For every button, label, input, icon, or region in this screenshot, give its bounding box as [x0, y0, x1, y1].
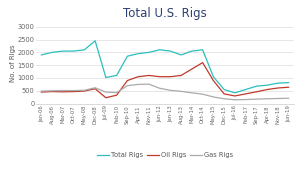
Oil Rigs	[158, 76, 161, 78]
Gas Rigs	[93, 87, 97, 89]
Oil Rigs	[276, 87, 280, 89]
Oil Rigs	[265, 88, 269, 91]
Gas Rigs	[287, 97, 290, 99]
Oil Rigs	[104, 97, 108, 99]
Oil Rigs	[212, 80, 215, 82]
Oil Rigs	[93, 88, 97, 90]
Line: Oil Rigs: Oil Rigs	[41, 63, 289, 98]
Oil Rigs	[255, 91, 258, 93]
Total Rigs	[61, 50, 65, 52]
Line: Total Rigs: Total Rigs	[41, 41, 289, 93]
Gas Rigs	[276, 97, 280, 100]
Oil Rigs	[201, 62, 204, 64]
Gas Rigs	[50, 90, 54, 92]
Oil Rigs	[72, 91, 75, 93]
Gas Rigs	[61, 89, 65, 92]
Oil Rigs	[82, 90, 86, 92]
Gas Rigs	[158, 87, 161, 89]
Total Rigs	[158, 49, 161, 51]
Gas Rigs	[72, 89, 75, 92]
Oil Rigs	[115, 94, 119, 96]
Total Rigs	[40, 54, 43, 56]
Total Rigs	[276, 82, 280, 84]
Gas Rigs	[265, 98, 269, 100]
Gas Rigs	[222, 98, 226, 100]
Oil Rigs	[179, 74, 183, 76]
Total Rigs	[115, 74, 119, 76]
Total Rigs	[190, 50, 194, 52]
Total Rigs	[255, 85, 258, 87]
Oil Rigs	[233, 95, 237, 97]
Total Rigs	[179, 54, 183, 56]
Legend: Total Rigs, Oil Rigs, Gas Rigs: Total Rigs, Oil Rigs, Gas Rigs	[94, 149, 236, 161]
Oil Rigs	[126, 80, 129, 82]
Gas Rigs	[104, 91, 108, 93]
Total Rigs	[82, 49, 86, 51]
Gas Rigs	[82, 89, 86, 91]
Y-axis label: No. of Rigs: No. of Rigs	[10, 44, 16, 82]
Total Rigs	[93, 40, 97, 42]
Oil Rigs	[147, 74, 151, 76]
Total Rigs	[147, 51, 151, 53]
Total Rigs	[126, 55, 129, 57]
Total Rigs	[212, 76, 215, 78]
Gas Rigs	[136, 83, 140, 86]
Gas Rigs	[179, 90, 183, 92]
Gas Rigs	[147, 83, 151, 85]
Gas Rigs	[169, 89, 172, 91]
Line: Gas Rigs: Gas Rigs	[41, 84, 289, 100]
Oil Rigs	[50, 91, 54, 93]
Total Rigs	[265, 84, 269, 86]
Oil Rigs	[40, 91, 43, 93]
Gas Rigs	[233, 99, 237, 101]
Oil Rigs	[190, 68, 194, 70]
Total Rigs	[233, 92, 237, 94]
Title: Total U.S. Rigs: Total U.S. Rigs	[123, 7, 207, 21]
Total Rigs	[50, 51, 54, 53]
Total Rigs	[169, 50, 172, 52]
Gas Rigs	[115, 91, 119, 94]
Total Rigs	[244, 88, 247, 91]
Oil Rigs	[61, 91, 65, 93]
Oil Rigs	[244, 93, 247, 95]
Gas Rigs	[255, 98, 258, 100]
Total Rigs	[287, 82, 290, 84]
Oil Rigs	[222, 93, 226, 95]
Total Rigs	[201, 49, 204, 51]
Total Rigs	[72, 50, 75, 52]
Oil Rigs	[136, 76, 140, 78]
Gas Rigs	[40, 90, 43, 92]
Oil Rigs	[169, 76, 172, 78]
Gas Rigs	[126, 85, 129, 87]
Gas Rigs	[190, 92, 194, 94]
Total Rigs	[136, 53, 140, 55]
Oil Rigs	[287, 86, 290, 88]
Total Rigs	[104, 76, 108, 78]
Gas Rigs	[201, 93, 204, 95]
Total Rigs	[222, 88, 226, 91]
Gas Rigs	[212, 96, 215, 98]
Gas Rigs	[244, 98, 247, 101]
